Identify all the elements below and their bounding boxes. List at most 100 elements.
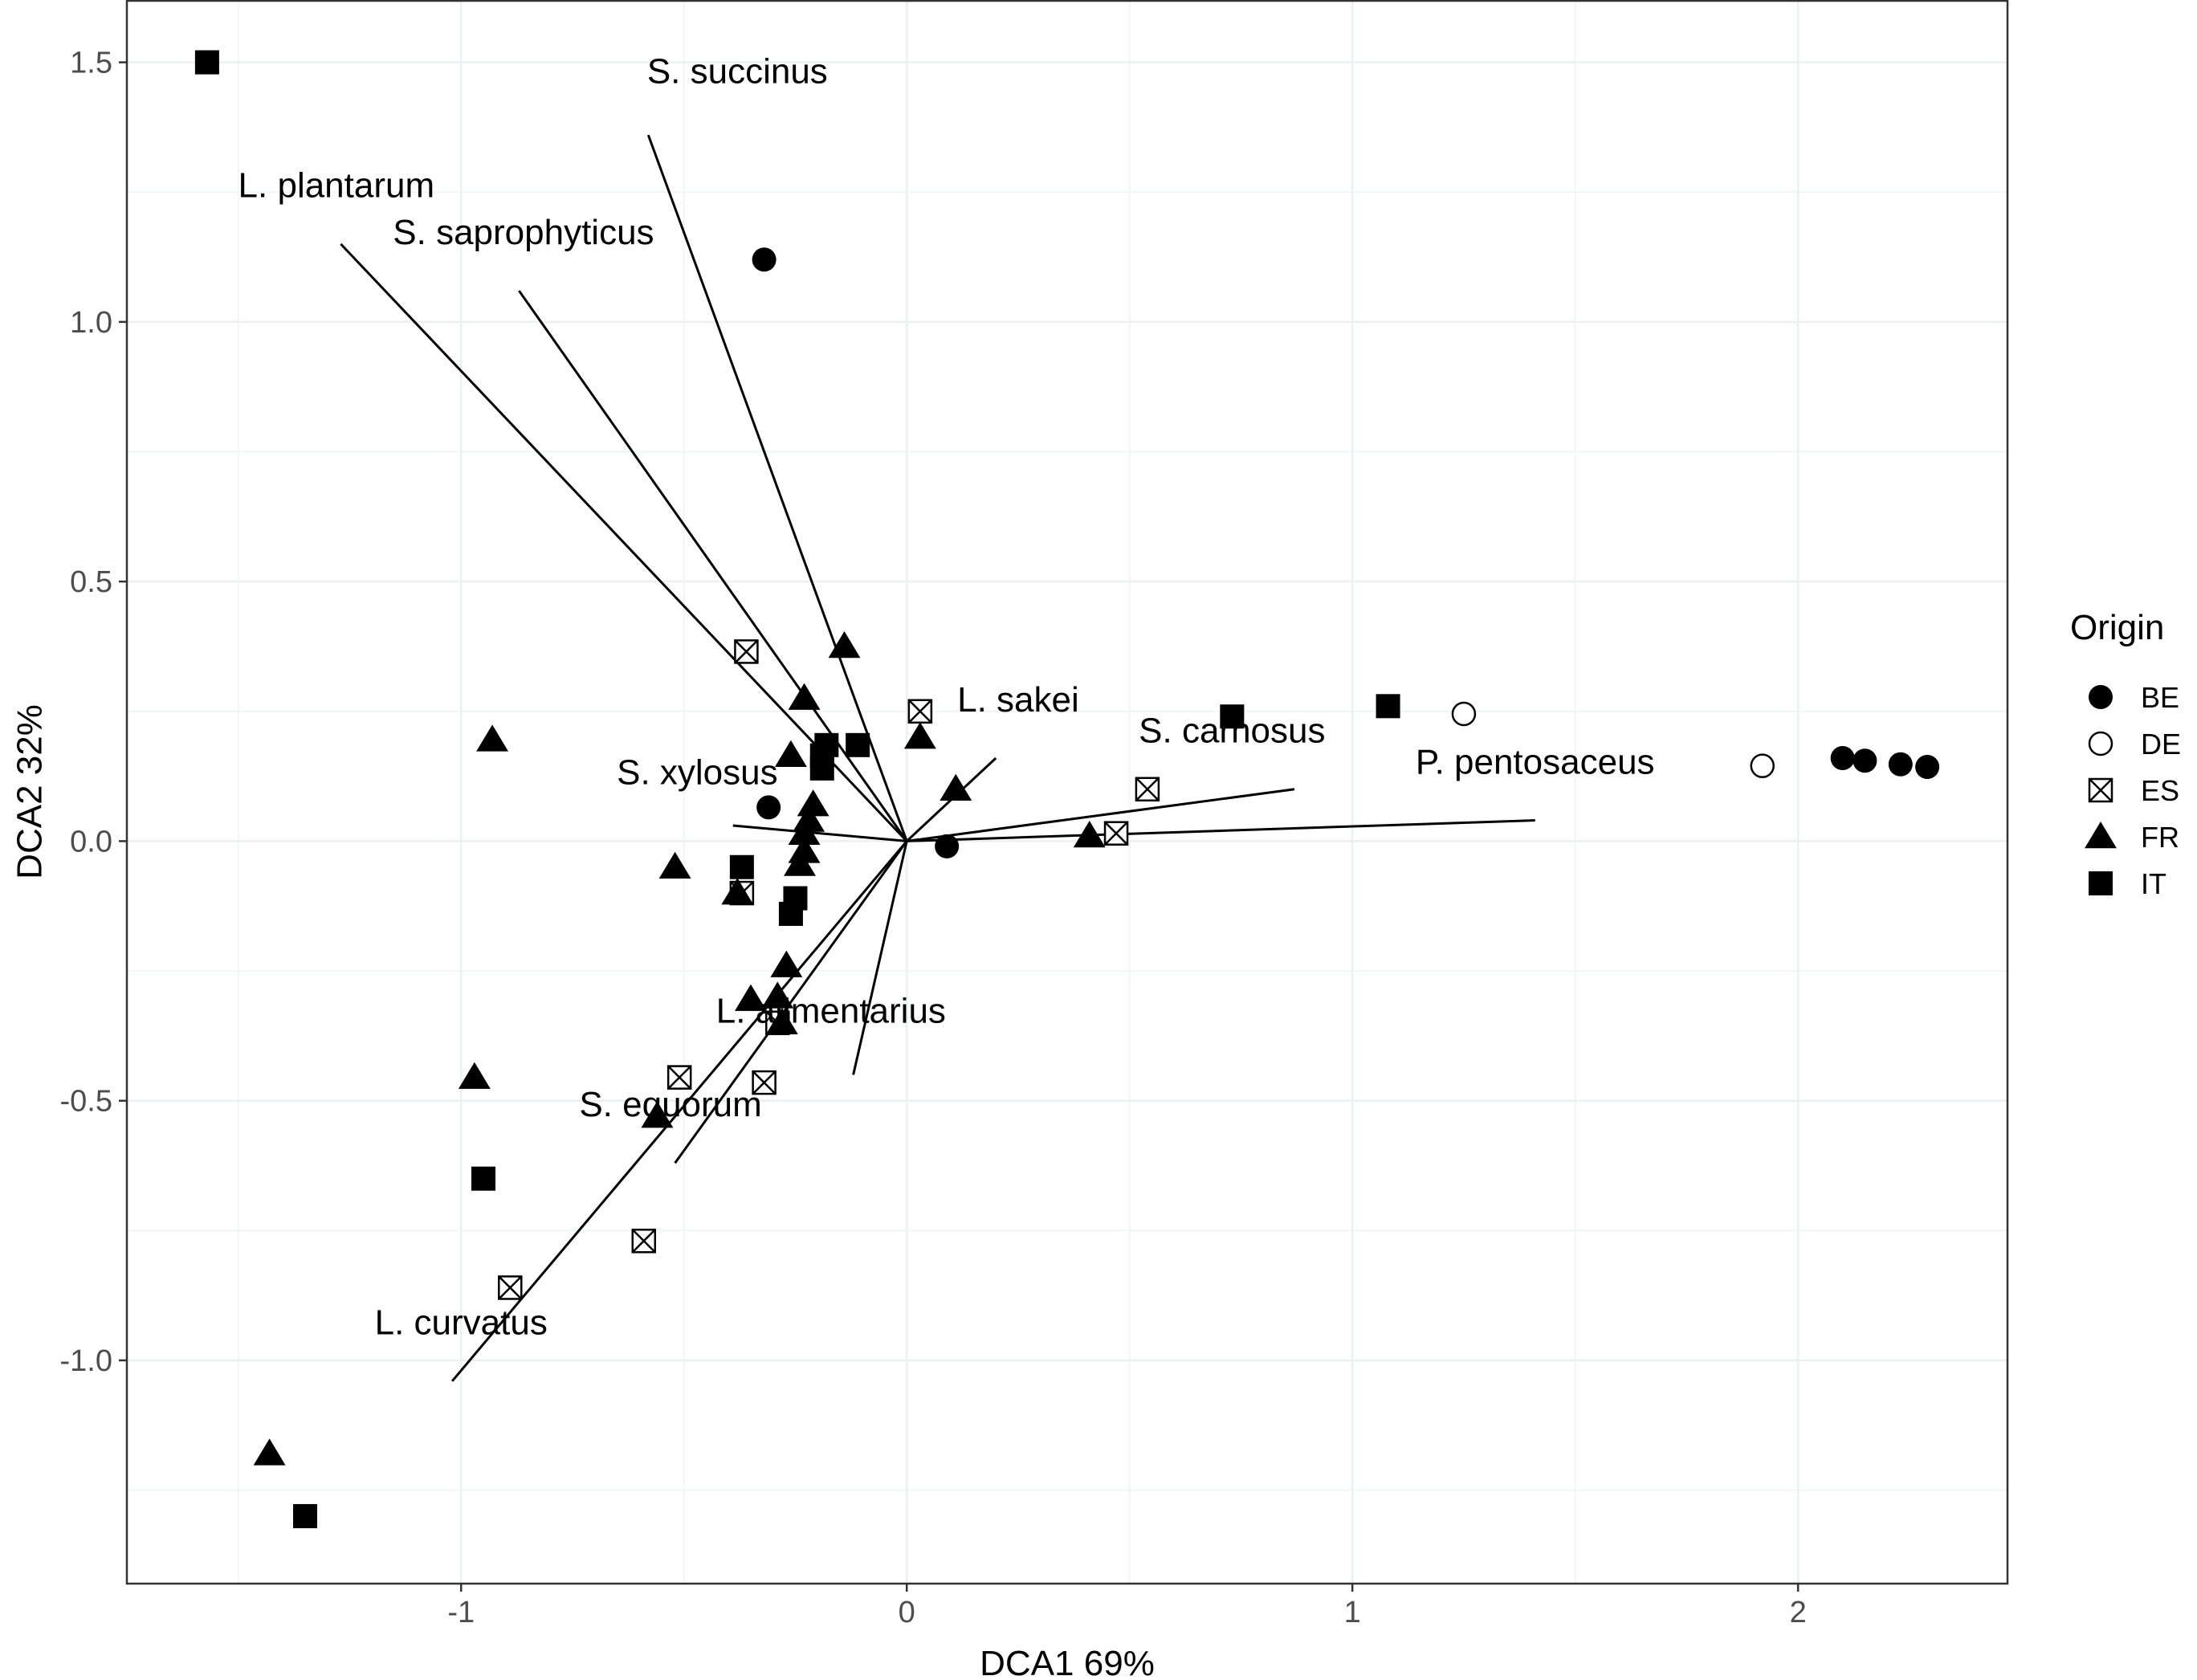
legend-label: FR (2141, 821, 2179, 854)
point-it (778, 901, 803, 926)
point-es (752, 1070, 776, 1095)
point-marker (2089, 685, 2113, 709)
legend-key-fr (2085, 822, 2117, 849)
legend-item-be: BE (2089, 681, 2179, 714)
y-tick-label: 0.0 (70, 825, 112, 858)
point-marker (765, 1007, 798, 1034)
point-marker-cross (498, 1275, 523, 1300)
species-label: L. plantarum (238, 166, 435, 206)
point-marker (935, 834, 960, 858)
point-es (666, 1065, 692, 1090)
point-be (1830, 745, 1855, 770)
point-marker (471, 1166, 495, 1191)
species-label: L. alimentarius (716, 992, 946, 1031)
point-marker-cross (907, 699, 932, 724)
point-marker (292, 1503, 317, 1528)
point-marker (1073, 820, 1106, 848)
species-label: L. sakei (957, 680, 1079, 720)
point-marker (658, 851, 691, 879)
point-fr (476, 724, 509, 752)
species-label: S. equorum (579, 1085, 761, 1124)
point-marker (1451, 701, 1477, 727)
point-de (1451, 701, 1477, 727)
point-es (498, 1275, 523, 1300)
species-vectors (340, 134, 1535, 1382)
point-marker (778, 901, 803, 926)
point-it (729, 854, 754, 879)
vector-arrow (907, 819, 1535, 842)
y-tick-label: -0.5 (60, 1085, 112, 1119)
point-marker (2085, 822, 2117, 849)
legend-label: IT (2141, 867, 2166, 900)
point-marker (784, 849, 816, 876)
point-fr (828, 630, 861, 659)
point-marker (774, 740, 807, 767)
point-marker-cross (752, 1070, 776, 1095)
point-marker (253, 1438, 286, 1466)
point-marker (735, 984, 767, 1011)
point-it (194, 50, 219, 75)
point-marker (1220, 704, 1245, 729)
point-it (846, 732, 870, 757)
point-marker (788, 818, 821, 845)
point-fr (458, 1062, 491, 1089)
point-be (756, 795, 781, 820)
point-be (1888, 752, 1913, 777)
species-label: S. carnosus (1139, 712, 1325, 751)
point-marker (770, 950, 803, 977)
point-fr (253, 1438, 286, 1466)
point-fr (774, 740, 807, 767)
species-label: L. curvatus (375, 1303, 548, 1343)
legend-label: DE (2141, 728, 2181, 760)
point-marker (641, 1101, 674, 1128)
point-be (752, 247, 776, 272)
y-tick-label: 0.5 (70, 565, 112, 599)
point-es (1103, 821, 1129, 846)
point-fr (788, 818, 821, 845)
legend-item-es: ES (2088, 774, 2179, 807)
point-fr (658, 851, 691, 879)
point-marker-cross (667, 1065, 692, 1090)
point-marker (1915, 754, 1940, 779)
legend-item-it: IT (2089, 867, 2166, 900)
point-it (1220, 704, 1245, 729)
x-axis-title: DCA1 69% (980, 1644, 1155, 1680)
point-marker (476, 724, 509, 752)
vector-arrow (646, 134, 908, 842)
vector-arrow (732, 824, 907, 842)
grid-minor (127, 0, 2007, 1584)
x-tick-label: -1 (447, 1596, 475, 1629)
vector-arrow (518, 290, 908, 842)
point-be (1915, 754, 1940, 779)
vector-arrow (340, 243, 908, 842)
point-it (292, 1503, 317, 1528)
legend-key-it (2089, 871, 2113, 895)
legend-title: Origin (2070, 608, 2164, 647)
y-tick-label: -1.0 (60, 1344, 112, 1378)
point-fr (797, 789, 829, 817)
point-fr (784, 849, 816, 876)
point-es (907, 699, 933, 724)
x-tick-label: 0 (899, 1596, 915, 1629)
point-marker (809, 756, 834, 781)
point-fr (641, 1101, 674, 1128)
point-be (935, 834, 960, 858)
point-it (471, 1166, 495, 1191)
point-marker-cross (1104, 821, 1128, 846)
legend-key-be (2089, 685, 2113, 709)
point-fr (788, 683, 821, 710)
point-fr (721, 878, 754, 905)
point-marker-cross (1135, 777, 1160, 801)
point-marker (721, 878, 754, 905)
point-marker (903, 722, 936, 749)
point-marker-cross (2089, 778, 2113, 802)
x-axis: -1 0 1 2 (447, 1584, 1807, 1629)
point-fr (940, 773, 972, 801)
species-label: S. xylosus (617, 752, 778, 792)
point-es (734, 639, 759, 664)
point-marker (2089, 871, 2113, 895)
legend-item-fr: FR (2085, 821, 2179, 854)
point-marker (752, 247, 776, 272)
legend-item-de: DE (2088, 728, 2181, 760)
point-it (809, 756, 834, 781)
